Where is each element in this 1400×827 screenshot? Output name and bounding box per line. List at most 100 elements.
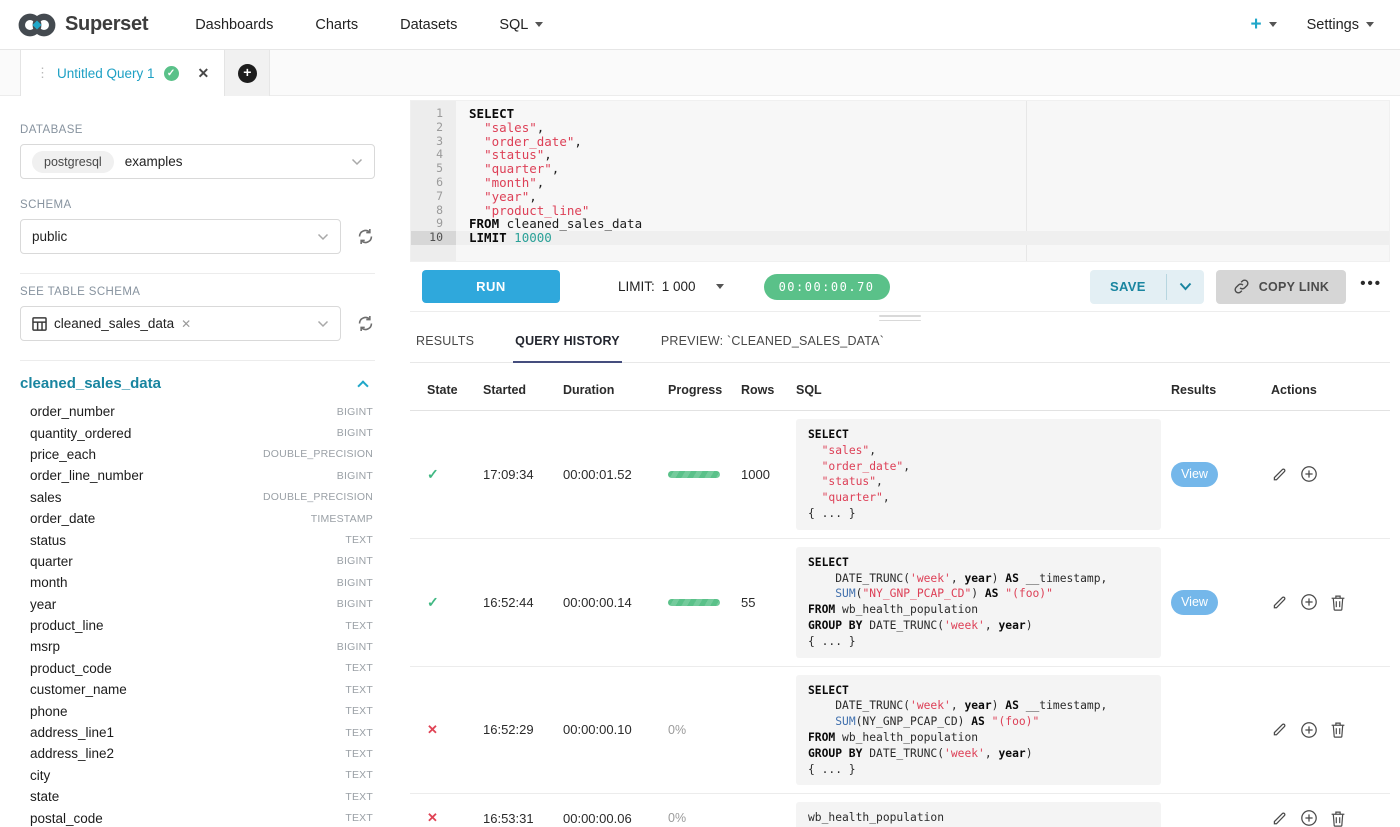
query-tab[interactable]: ⋮ Untitled Query 1 ✓ ✕ <box>20 50 226 96</box>
history-sql-snippet[interactable]: SELECT "sales", "order_date", "status", … <box>796 419 1161 530</box>
schema-column-row[interactable]: order_line_number BIGINT <box>20 465 375 486</box>
view-results-button[interactable]: View <box>1171 589 1218 615</box>
column-type: TEXT <box>345 705 373 718</box>
edit-pencil-icon[interactable] <box>1271 466 1288 483</box>
chevron-down-icon <box>351 158 363 166</box>
trash-icon[interactable] <box>1330 594 1346 611</box>
refresh-tables-icon[interactable] <box>356 314 375 333</box>
column-type: TEXT <box>345 726 373 739</box>
south-pane-tabs: RESULTS QUERY HISTORY PREVIEW: `CLEANED_SA… <box>410 326 1390 363</box>
schema-column-row[interactable]: postal_code TEXT <box>20 807 375 827</box>
table-schema-title[interactable]: cleaned_sales_data <box>20 375 161 392</box>
sql-code-editor[interactable]: 1 SELECT 2 "sales", 3 "order_date", 4 "statu… <box>410 100 1390 262</box>
column-type: TEXT <box>345 812 373 825</box>
caret-down-icon <box>1268 21 1277 27</box>
column-type: TEXT <box>345 683 373 696</box>
divider <box>20 360 375 361</box>
schema-column-row[interactable]: price_each DOUBLE_PRECISION <box>20 444 375 465</box>
column-name: status <box>30 532 67 548</box>
schema-column-row[interactable]: month BIGINT <box>20 572 375 593</box>
row-actions <box>1271 465 1390 483</box>
progress: 0% <box>668 722 687 737</box>
editor-line: 6 "month", <box>411 175 1389 190</box>
database-select[interactable]: postgresql examples <box>20 144 375 179</box>
nav-item-datasets[interactable]: Datasets <box>400 16 458 33</box>
error-x-icon: ✕ <box>427 721 438 737</box>
schema-column-row[interactable]: product_code TEXT <box>20 658 375 679</box>
trash-icon[interactable] <box>1330 721 1346 739</box>
plus-circle-icon[interactable] <box>1300 465 1318 483</box>
schema-column-row[interactable]: address_line2 TEXT <box>20 743 375 764</box>
nav-item-dashboards[interactable]: Dashboards <box>195 16 274 33</box>
top-navbar: Superset Dashboards Charts Datasets SQL … <box>0 0 1400 50</box>
trash-icon[interactable] <box>1330 810 1346 827</box>
edit-pencil-icon[interactable] <box>1271 721 1288 738</box>
query-timer-badge: 00:00:00.70 <box>763 273 890 300</box>
more-actions-button[interactable]: ••• <box>1358 275 1386 298</box>
add-query-tab-button[interactable]: + <box>225 50 271 96</box>
chevron-down-icon <box>317 233 329 241</box>
plus-circle-icon[interactable] <box>1300 593 1318 611</box>
schema-column-row[interactable]: address_line1 TEXT <box>20 722 375 743</box>
duration: 00:00:01.52 <box>563 466 632 482</box>
see-table-schema-label: SEE TABLE SCHEMA <box>20 286 141 298</box>
schema-column-row[interactable]: year BIGINT <box>20 594 375 615</box>
schema-column-row[interactable]: city TEXT <box>20 765 375 786</box>
south-tab-query-history[interactable]: QUERY HISTORY <box>513 326 622 363</box>
error-x-icon: ✕ <box>427 810 438 826</box>
editor-line: 9 FROM cleaned_sales_data <box>411 217 1389 232</box>
save-query-button[interactable]: SAVE <box>1090 270 1166 304</box>
schema-column-row[interactable]: phone TEXT <box>20 700 375 721</box>
tab-drag-handle-icon[interactable]: ⋮ <box>36 65 49 80</box>
schema-column-row[interactable]: order_date TIMESTAMP <box>20 508 375 529</box>
column-type: TEXT <box>345 790 373 803</box>
plus-circle-icon[interactable] <box>1300 721 1318 739</box>
schema-column-row[interactable]: customer_name TEXT <box>20 679 375 700</box>
schema-column-row[interactable]: state TEXT <box>20 786 375 807</box>
collapse-chevron-up-icon[interactable] <box>357 379 369 392</box>
south-tab-preview-cleaned-sales-data[interactable]: PREVIEW: `CLEANED_SALES_DATA` <box>660 334 885 348</box>
started-time: 16:53:31 <box>483 810 534 826</box>
column-name: quarter <box>30 553 73 569</box>
history-sql-snippet[interactable]: SELECT DATE_TRUNC('week', year) AS __tim… <box>796 546 1161 658</box>
column-name: order_line_number <box>30 468 144 484</box>
schema-column-row[interactable]: order_number BIGINT <box>20 401 375 422</box>
edit-pencil-icon[interactable] <box>1271 594 1288 611</box>
query-history-row: ✓ 16:52:44 00:00:00.14 55 SELECT DATE_TRUNC(… <box>410 539 1390 667</box>
copy-link-button[interactable]: COPY LINK <box>1215 269 1347 304</box>
nav-item-sql[interactable]: SQL <box>499 17 544 33</box>
editor-line: 10 LIMIT 10000 <box>411 230 1389 245</box>
schema-column-row[interactable]: msrp BIGINT <box>20 636 375 657</box>
column-type: DOUBLE_PRECISION <box>263 491 373 504</box>
refresh-schemas-icon[interactable] <box>356 227 375 246</box>
schema-column-row[interactable]: status TEXT <box>20 529 375 550</box>
schema-column-row[interactable]: sales DOUBLE_PRECISION <box>20 487 375 508</box>
save-options-chevron-icon[interactable] <box>1167 270 1204 304</box>
plus-circle-icon[interactable] <box>1300 809 1318 827</box>
schema-column-row[interactable]: product_line TEXT <box>20 615 375 636</box>
schema-select[interactable]: public <box>20 219 341 254</box>
history-col-header: Duration <box>563 383 615 397</box>
column-name: postal_code <box>30 810 103 826</box>
south-tab-results[interactable]: RESULTS <box>416 334 475 348</box>
editor-line: 1 SELECT <box>411 106 1389 121</box>
pane-resize-handle[interactable] <box>410 312 1390 324</box>
editor-line: 5 "quarter", <box>411 161 1389 176</box>
schema-column-row[interactable]: quarter BIGINT <box>20 551 375 572</box>
settings-dropdown[interactable]: Settings <box>1307 17 1374 33</box>
close-tab-icon[interactable]: ✕ <box>197 64 210 81</box>
view-results-button[interactable]: View <box>1171 461 1218 487</box>
run-query-button[interactable]: RUN <box>422 270 560 303</box>
history-sql-snippet[interactable]: wb_health_population <box>796 802 1161 827</box>
edit-pencil-icon[interactable] <box>1271 810 1288 827</box>
new-item-dropdown[interactable]: + <box>1250 14 1277 36</box>
success-check-icon: ✓ <box>427 465 439 482</box>
schema-column-row[interactable]: quantity_ordered BIGINT <box>20 422 375 443</box>
remove-table-icon[interactable]: ✕ <box>181 316 192 331</box>
column-name: phone <box>30 703 68 719</box>
nav-item-charts[interactable]: Charts <box>315 16 359 33</box>
limit-dropdown[interactable]: LIMIT: 1 000 <box>618 279 724 294</box>
table-schema-select[interactable]: cleaned_sales_data ✕ <box>20 306 341 341</box>
history-sql-snippet[interactable]: SELECT DATE_TRUNC('week', year) AS __tim… <box>796 674 1161 786</box>
superset-logo[interactable]: Superset <box>18 12 148 38</box>
